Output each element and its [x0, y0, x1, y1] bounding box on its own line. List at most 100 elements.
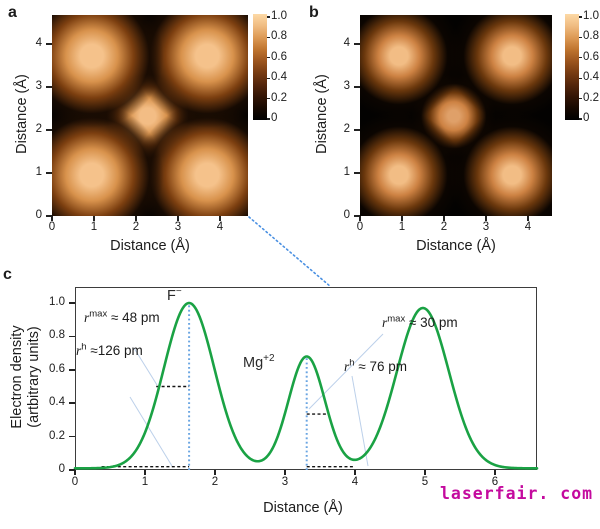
tick-label: 0 [58, 463, 65, 475]
tick-mark [219, 216, 221, 221]
annotation-value: ≈126 pm [86, 343, 143, 358]
label-fluoride-ion: F− [167, 286, 182, 304]
tick-mark [354, 470, 356, 475]
ion-charge: − [175, 286, 182, 298]
panel-letter-c: c [3, 266, 12, 283]
tick-mark [46, 215, 52, 217]
tick-label: 0.8 [583, 30, 599, 43]
tick-mark [354, 43, 360, 45]
tick-label: 3 [174, 221, 182, 233]
tick-label: 0.4 [49, 396, 65, 409]
tick-mark [69, 369, 75, 371]
tick-mark [93, 216, 95, 221]
colorbar-b [565, 14, 579, 120]
tick-label: 1 [343, 166, 350, 178]
tick-mark [443, 216, 445, 221]
tick-mark [267, 16, 270, 18]
tick-mark [214, 470, 216, 475]
annotation-rmax-48pm: rmax ≈ 48 pm [84, 308, 160, 326]
tick-mark [579, 98, 582, 100]
tick-mark [69, 335, 75, 338]
tick-label: 2 [343, 123, 350, 135]
tick-mark [267, 98, 270, 100]
label-magnesium-ion: Mg+2 [243, 353, 275, 371]
annotation-superscript: h [81, 341, 87, 353]
annotation-leader-line [308, 333, 384, 410]
panel-letter-b: b [309, 4, 319, 21]
tick-label: 4 [343, 37, 350, 49]
ion-symbol: F [167, 288, 176, 304]
tick-label: 0 [356, 221, 364, 233]
panel-a-xaxis-label: Distance (Å) [110, 238, 190, 254]
tick-mark [69, 469, 75, 471]
tick-label: 3 [343, 80, 350, 92]
tick-mark [46, 86, 52, 88]
tick-mark [354, 86, 360, 88]
tick-label: 0 [35, 209, 42, 221]
tick-label: 0.4 [271, 71, 287, 84]
tick-label: 3 [35, 80, 42, 92]
panel-c-plot [73, 301, 539, 470]
tick-mark [267, 118, 270, 120]
tick-label: 0.4 [583, 71, 599, 84]
tick-mark [354, 172, 360, 174]
annotation-superscript: max [89, 308, 108, 320]
panel-c-xaxis-label: Distance (Å) [263, 500, 343, 516]
watermark-text: laserfair. com [440, 484, 594, 503]
panel-a-yaxis-label: Distance (Å) [14, 74, 30, 154]
tick-label: 4 [35, 37, 42, 49]
tick-mark [354, 215, 360, 217]
tick-mark [69, 402, 75, 404]
tick-label: 0.2 [49, 429, 65, 442]
tick-mark [46, 129, 52, 131]
tick-label: 2 [35, 123, 42, 135]
panel-link-dotted-line [248, 216, 332, 288]
tick-label: 0 [71, 476, 79, 488]
panel-b-yaxis-label: Distance (Å) [314, 74, 330, 154]
tick-label: 0 [48, 221, 56, 233]
tick-label: 1.0 [583, 10, 599, 22]
tick-mark [579, 16, 582, 18]
tick-mark [267, 77, 270, 79]
tick-label: 2 [440, 221, 448, 233]
annotation-value: ≈ 30 pm [405, 315, 458, 330]
tick-mark [527, 216, 529, 221]
tick-mark [69, 302, 75, 304]
tick-mark [177, 216, 179, 221]
annotation-symbol: r [382, 315, 388, 330]
tick-label: 2 [132, 221, 140, 233]
tick-label: 1 [398, 221, 406, 233]
ion-symbol: Mg [243, 355, 264, 371]
tick-mark [46, 172, 52, 174]
tick-mark [579, 36, 582, 38]
annotation-rmax-30pm: rmax ≈ 30 pm [382, 313, 458, 331]
tick-mark [359, 216, 361, 221]
tick-label: 1.0 [271, 10, 287, 22]
annotation-leader-line [133, 347, 158, 386]
annotation-symbol: r [76, 343, 82, 358]
tick-label: 0.6 [49, 362, 65, 375]
tick-label: 4 [524, 221, 532, 233]
annotation-leader-line [351, 375, 369, 467]
tick-label: 0.6 [271, 50, 287, 63]
tick-label: 0.2 [271, 91, 287, 104]
tick-mark [485, 216, 487, 221]
tick-label: 0 [271, 112, 278, 124]
tick-label: 0.2 [583, 91, 599, 104]
electron-density-curve [73, 301, 539, 470]
annotation-superscript: h [349, 357, 355, 369]
tick-label: 0.6 [583, 50, 599, 63]
tick-mark [144, 470, 146, 475]
heatmap-panel-a [52, 15, 248, 216]
annotation-rh-126pm: rh ≈126 pm [76, 341, 143, 359]
tick-label: 6 [491, 476, 499, 488]
tick-mark [267, 57, 270, 59]
tick-label: 0 [583, 112, 590, 124]
tick-mark [284, 470, 286, 475]
tick-mark [135, 216, 137, 221]
annotation-superscript: max [387, 313, 406, 325]
ion-charge: +2 [263, 353, 275, 365]
heatmap-panel-b [360, 15, 552, 216]
tick-label: 0.8 [49, 329, 65, 342]
